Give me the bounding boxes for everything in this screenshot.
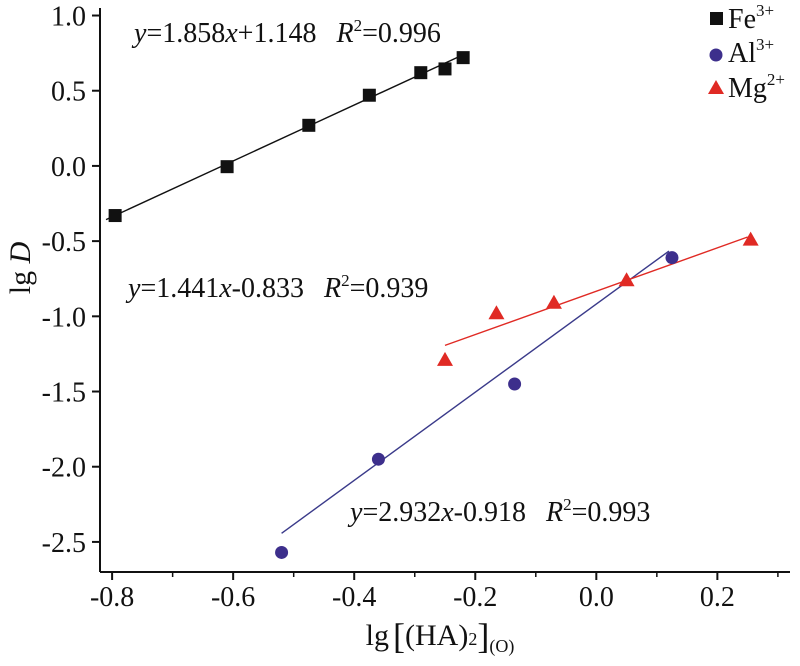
fe-data-point xyxy=(108,209,122,223)
fe-fit-equation: y=1.858x+1.148 R2=0.996 xyxy=(131,16,441,49)
legend-label-fe: Fe3+ xyxy=(728,1,774,35)
fe-data-point xyxy=(302,118,316,132)
y-tick-label: 0.0 xyxy=(51,152,86,183)
x-tick-label: 0.2 xyxy=(700,582,735,613)
data-points xyxy=(108,51,759,559)
legend-marker-mg xyxy=(708,80,724,94)
y-tick-label: -2.5 xyxy=(42,528,86,559)
mg-data-point xyxy=(437,351,453,366)
mg-data-point xyxy=(618,272,635,287)
mg-data-point xyxy=(742,231,759,246)
plot-axes xyxy=(99,8,790,573)
axis-ticks: -0.8 -0.6 -0.4 -0.2 0.0 0.2 1.0 0.5 0.0 -0.5 -1.0 -… xyxy=(42,2,779,613)
y-tick-label: -0.5 xyxy=(42,227,86,258)
fe-fit-line xyxy=(105,54,464,221)
al-data-point xyxy=(275,545,289,559)
fe-data-point xyxy=(362,88,376,102)
y-tick-label: 0.5 xyxy=(51,77,86,108)
al-data-point xyxy=(371,452,385,466)
al-fit-line xyxy=(281,250,670,534)
legend: Fe3+ Al3+ Mg2+ xyxy=(708,1,785,104)
fe-data-point xyxy=(438,62,452,76)
mg-fit-equation: y=1.441x-0.833 R2=0.939 xyxy=(125,271,428,304)
fe-data-point xyxy=(220,160,234,174)
al-data-point xyxy=(508,377,522,391)
x-tick-label: 0.0 xyxy=(579,582,614,613)
x-tick-label: -0.6 xyxy=(211,582,255,613)
fe-data-point xyxy=(456,51,470,65)
y-axis-title: lg D xyxy=(4,241,37,294)
x-tick-label: -0.4 xyxy=(332,582,376,613)
al-data-point xyxy=(665,251,679,265)
legend-label-al: Al3+ xyxy=(728,35,774,69)
y-tick-label: -1.0 xyxy=(42,302,86,333)
fit-lines xyxy=(105,54,748,534)
x-tick-label: -0.2 xyxy=(453,582,497,613)
x-tick-label: -0.8 xyxy=(90,582,134,613)
mg-data-point xyxy=(545,294,562,309)
legend-label-mg: Mg2+ xyxy=(728,70,785,104)
y-tick-label: -2.0 xyxy=(42,453,86,484)
x-axis-title: lg [(HA)2](O) xyxy=(366,616,515,657)
y-tick-label: -1.5 xyxy=(42,378,86,409)
mg-fit-line xyxy=(444,236,748,347)
fe-data-point xyxy=(414,66,428,80)
mg-data-point xyxy=(488,305,505,320)
al-fit-equation: y=2.932x-0.918 R2=0.993 xyxy=(347,495,650,528)
legend-marker-al xyxy=(709,48,723,62)
y-tick-label: 1.0 xyxy=(51,2,86,33)
legend-marker-fe xyxy=(710,12,723,25)
